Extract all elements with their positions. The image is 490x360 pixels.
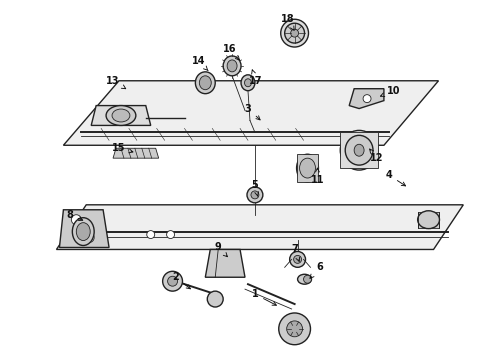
Text: 2: 2 — [172, 272, 191, 289]
Ellipse shape — [227, 60, 237, 72]
Ellipse shape — [285, 23, 305, 43]
Text: 7: 7 — [291, 244, 299, 261]
Circle shape — [294, 255, 301, 264]
Ellipse shape — [76, 223, 90, 240]
Circle shape — [279, 313, 311, 345]
Ellipse shape — [299, 158, 316, 178]
Circle shape — [247, 187, 263, 203]
Circle shape — [167, 231, 174, 239]
Text: 9: 9 — [215, 243, 227, 257]
Ellipse shape — [73, 218, 94, 246]
Text: 11: 11 — [311, 168, 324, 185]
Ellipse shape — [281, 19, 309, 47]
Ellipse shape — [345, 135, 373, 165]
Circle shape — [168, 276, 177, 286]
Circle shape — [147, 231, 155, 239]
Ellipse shape — [340, 130, 378, 170]
Polygon shape — [59, 210, 109, 247]
Ellipse shape — [296, 154, 318, 182]
Text: 6: 6 — [310, 262, 323, 278]
Ellipse shape — [199, 76, 211, 90]
Polygon shape — [205, 249, 245, 277]
Circle shape — [287, 321, 302, 337]
Ellipse shape — [223, 56, 241, 76]
Text: 13: 13 — [106, 76, 126, 89]
Text: 5: 5 — [251, 180, 259, 196]
Text: 14: 14 — [192, 56, 208, 71]
Ellipse shape — [106, 105, 136, 125]
Polygon shape — [349, 89, 384, 109]
Circle shape — [163, 271, 182, 291]
Polygon shape — [63, 81, 439, 145]
Text: 15: 15 — [112, 143, 133, 153]
Ellipse shape — [291, 29, 298, 37]
Text: 4: 4 — [386, 170, 406, 186]
Ellipse shape — [241, 75, 255, 91]
Text: 1: 1 — [251, 289, 276, 305]
Polygon shape — [296, 154, 318, 182]
Polygon shape — [56, 205, 464, 249]
Ellipse shape — [196, 72, 215, 94]
Ellipse shape — [245, 79, 251, 87]
Circle shape — [72, 215, 81, 225]
Polygon shape — [417, 212, 440, 228]
Text: 3: 3 — [245, 104, 260, 120]
Circle shape — [290, 251, 306, 267]
Ellipse shape — [354, 144, 364, 156]
Text: 10: 10 — [380, 86, 401, 96]
Text: 17: 17 — [249, 70, 263, 86]
Text: 18: 18 — [281, 14, 294, 30]
Ellipse shape — [297, 274, 312, 284]
Circle shape — [363, 95, 371, 103]
Polygon shape — [113, 148, 159, 158]
Text: 12: 12 — [369, 149, 384, 163]
Circle shape — [207, 291, 223, 307]
Text: 8: 8 — [66, 210, 83, 221]
Ellipse shape — [112, 109, 130, 122]
Circle shape — [303, 275, 312, 283]
Ellipse shape — [417, 211, 440, 229]
Polygon shape — [340, 132, 378, 168]
Circle shape — [84, 233, 94, 243]
Circle shape — [251, 191, 259, 199]
Polygon shape — [91, 105, 151, 125]
Text: 16: 16 — [223, 44, 240, 60]
